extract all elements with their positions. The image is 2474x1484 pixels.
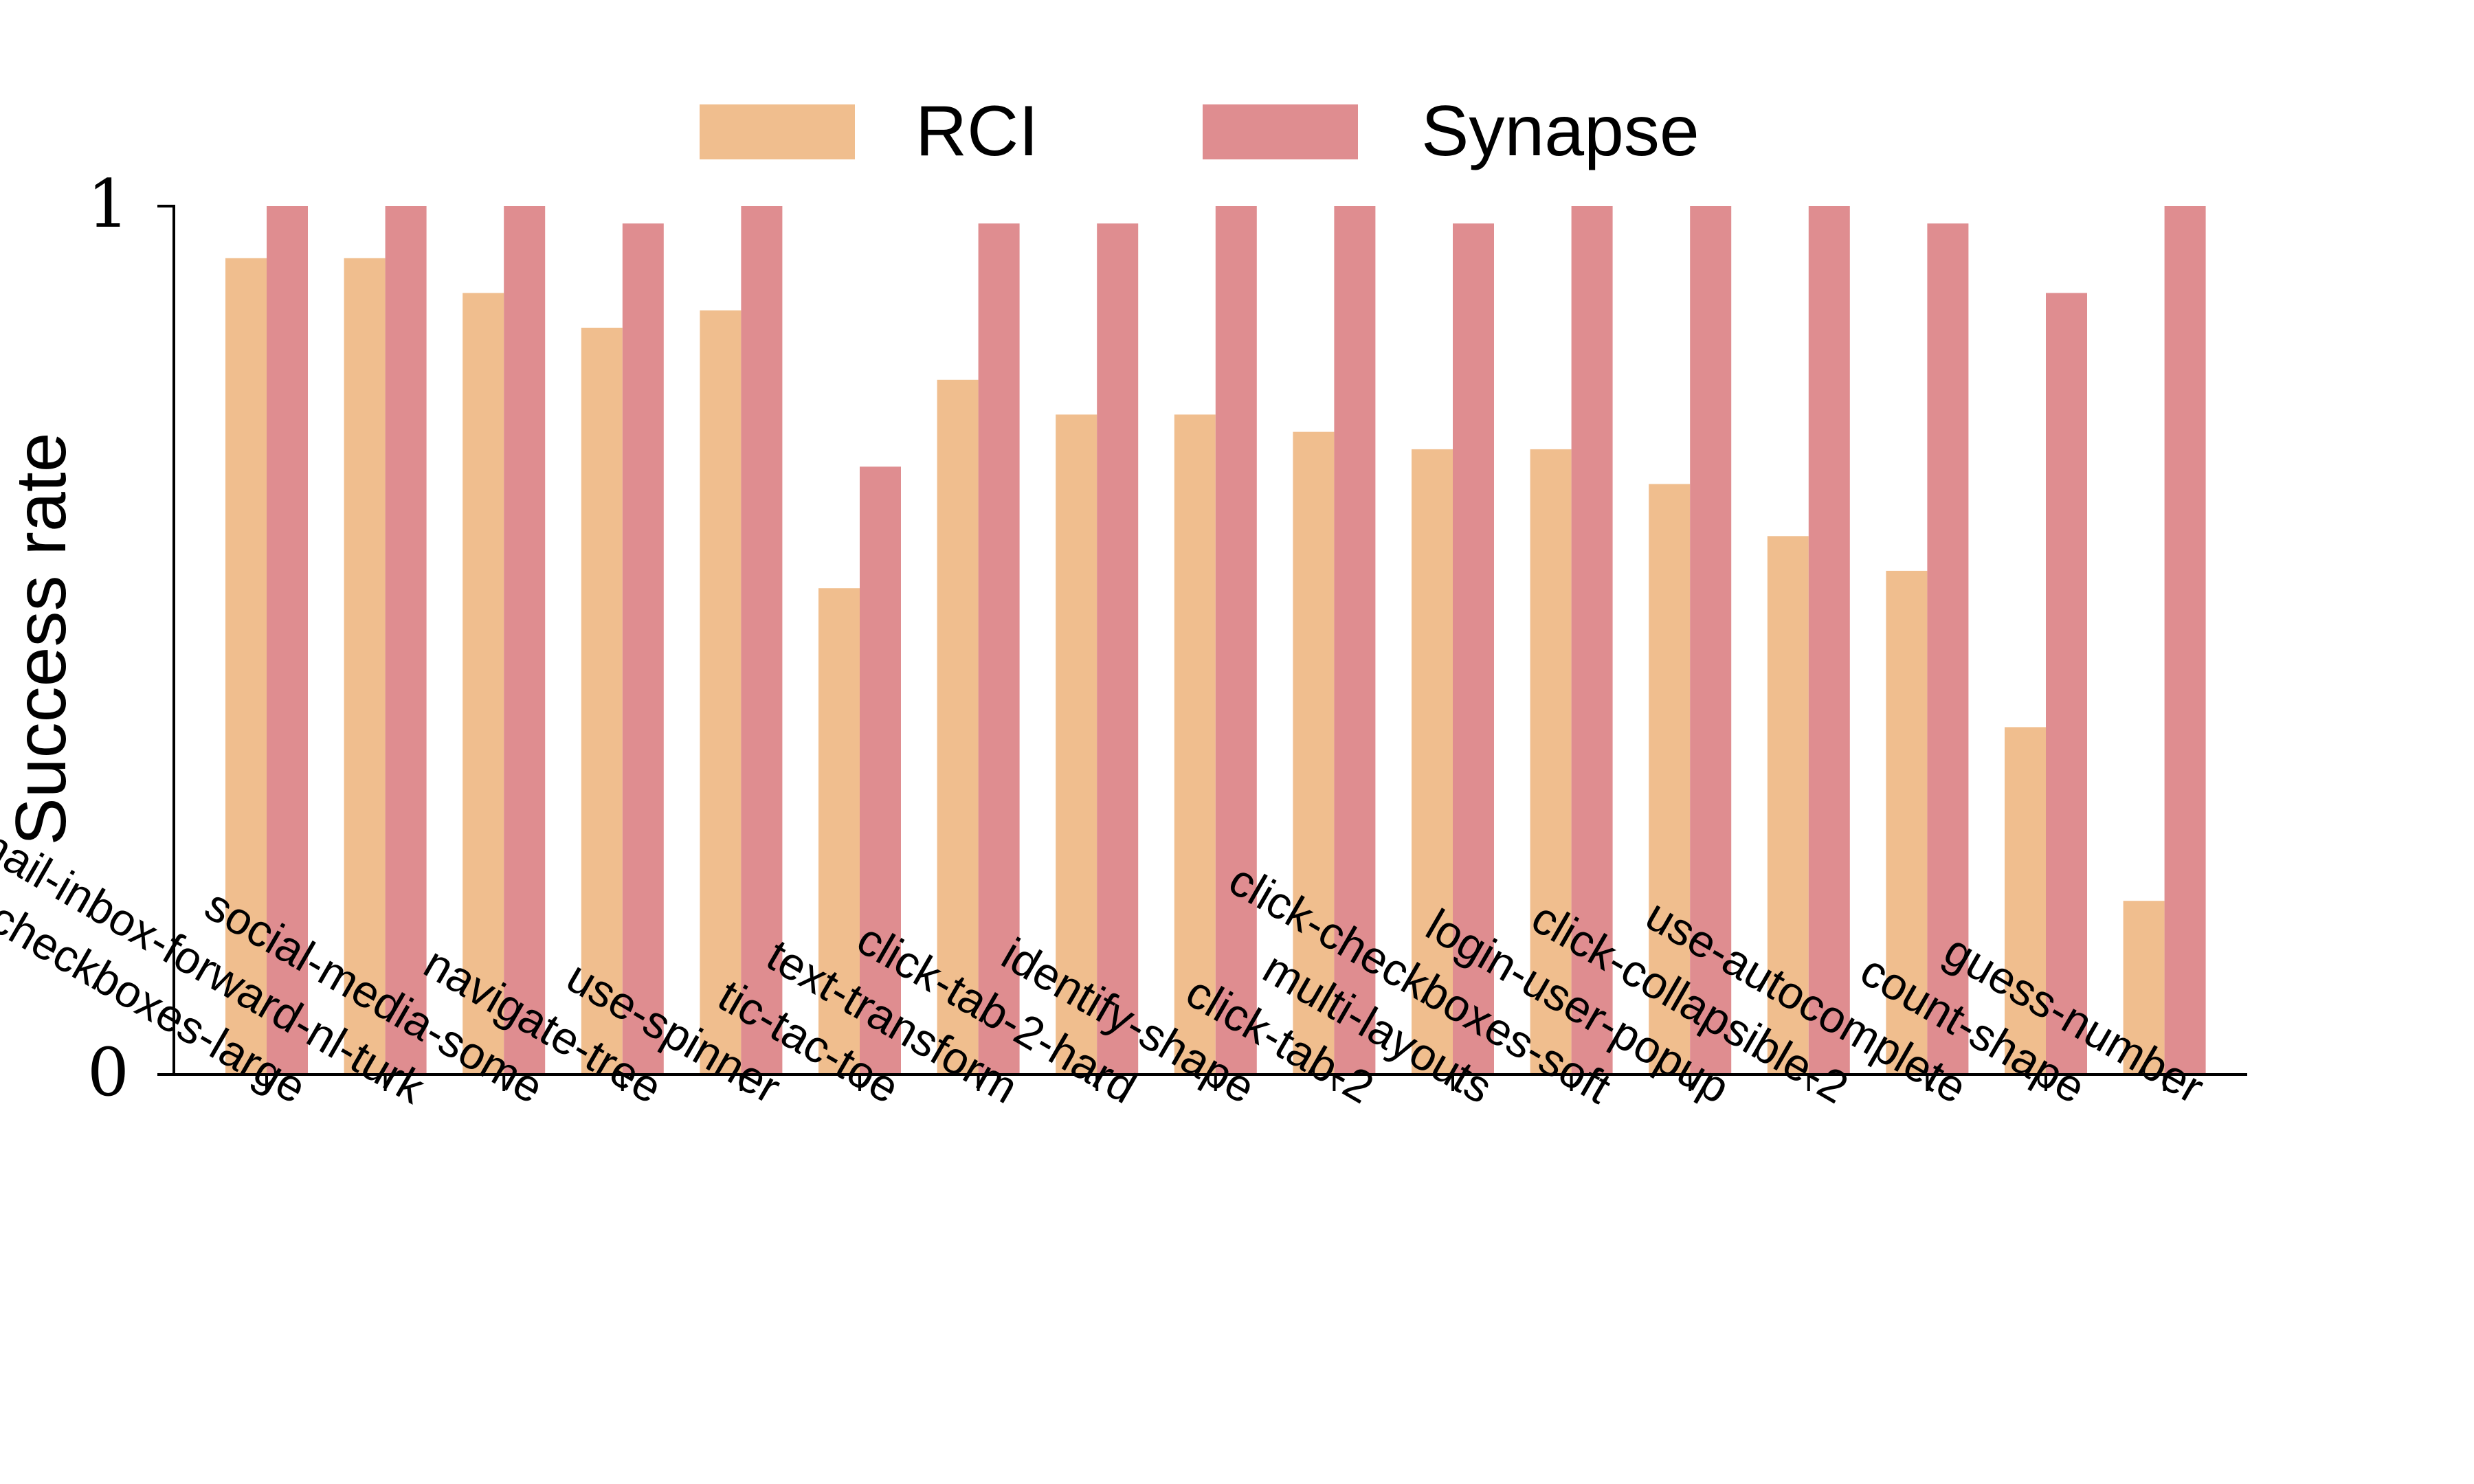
legend-label-synapse: Synapse bbox=[1421, 91, 1700, 171]
bar-synapse-click-tab-2 bbox=[1334, 206, 1376, 1075]
bar-rci-count-shape bbox=[2005, 727, 2046, 1075]
bar-synapse-identify-shape bbox=[1215, 206, 1257, 1075]
y-tick-label: 1 bbox=[87, 166, 129, 243]
bar-rci-email-inbox-forward-nl-turk bbox=[344, 258, 386, 1075]
bar-synapse-guess-number bbox=[2164, 206, 2206, 1075]
bar-rci-click-collapsible-2 bbox=[1767, 536, 1809, 1075]
bar-rci-social-media-some bbox=[463, 293, 504, 1075]
bar-rci-identify-shape bbox=[1174, 414, 1216, 1075]
bar-rci-text-transform bbox=[937, 379, 979, 1075]
bars bbox=[225, 206, 2206, 1075]
bar-synapse-login-user-popup bbox=[1690, 206, 1732, 1075]
y-tick-label: 0 bbox=[87, 1034, 129, 1111]
bar-rci-multi-layouts bbox=[1412, 449, 1453, 1075]
axes bbox=[157, 205, 2247, 1091]
bar-synapse-tic-tac-toe bbox=[860, 466, 901, 1075]
bar-synapse-use-spinner bbox=[741, 206, 783, 1075]
bar-synapse-navigate-tree bbox=[622, 223, 664, 1075]
bar-synapse-click-checkboxes-soft bbox=[1571, 206, 1613, 1075]
bar-synapse-click-checkboxes-large bbox=[267, 206, 308, 1075]
bar-rci-use-spinner bbox=[700, 310, 742, 1075]
bar-synapse-count-shape bbox=[2046, 293, 2087, 1075]
y-axis-label: Success rate bbox=[1, 432, 81, 845]
bar-synapse-click-tab-2-hard bbox=[1097, 223, 1139, 1075]
bar-synapse-email-inbox-forward-nl-turk bbox=[385, 206, 427, 1075]
bar-rci-tic-tac-toe bbox=[818, 588, 860, 1075]
legend-swatch-rci bbox=[700, 104, 855, 159]
bar-rci-click-tab-2 bbox=[1293, 431, 1335, 1075]
bar-rci-login-user-popup bbox=[1649, 484, 1691, 1075]
bar-synapse-click-collapsible-2 bbox=[1808, 206, 1850, 1075]
bar-synapse-social-media-some bbox=[504, 206, 546, 1075]
y-tick-labels: 01 bbox=[87, 166, 129, 1111]
bar-rci-use-autocomplete bbox=[1886, 570, 1928, 1075]
bar-synapse-use-autocomplete bbox=[1927, 223, 1969, 1075]
bar-synapse-multi-layouts bbox=[1453, 223, 1494, 1075]
bar-rci-navigate-tree bbox=[581, 328, 623, 1075]
legend-label-rci: RCI bbox=[915, 91, 1038, 171]
legend-swatch-synapse bbox=[1203, 104, 1358, 159]
bar-synapse-text-transform bbox=[978, 223, 1020, 1075]
bar-rci-click-tab-2-hard bbox=[1056, 414, 1097, 1075]
legend: RCI Synapse bbox=[700, 91, 1700, 171]
bar-rci-click-checkboxes-soft bbox=[1530, 449, 1572, 1075]
bar-rci-click-checkboxes-large bbox=[225, 258, 267, 1075]
bar-rci-guess-number bbox=[2123, 901, 2165, 1075]
